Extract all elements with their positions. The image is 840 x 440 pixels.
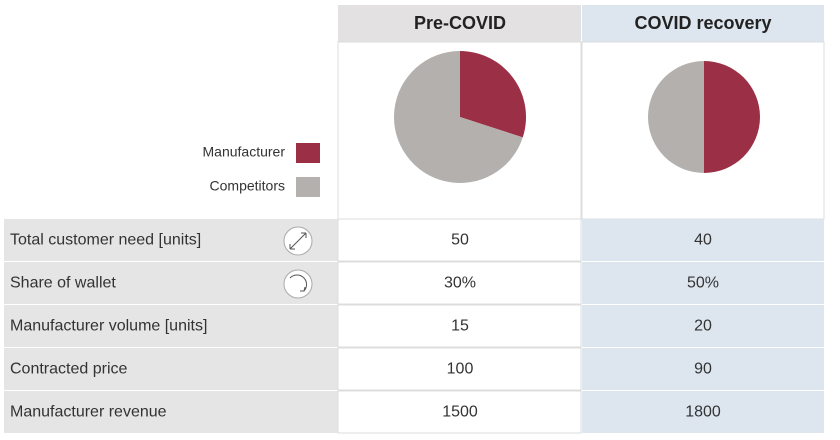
header-cell — [338, 5, 581, 42]
row-value: 20 — [694, 318, 712, 335]
row-value: 50% — [687, 275, 719, 292]
row-cell — [582, 219, 824, 261]
row-label-cell — [4, 348, 338, 390]
row-label-cell — [4, 262, 338, 304]
pie-slice — [648, 61, 704, 173]
legend-label: Manufacturer — [203, 144, 286, 160]
row-label-cell — [4, 305, 338, 347]
row-label: Share of wallet — [10, 275, 116, 292]
row-value: 1500 — [442, 404, 478, 421]
row-value: 90 — [694, 361, 712, 378]
row-cell — [337, 218, 582, 262]
row-cell — [337, 304, 582, 348]
column-title: COVID recovery — [634, 13, 771, 33]
row-cell — [337, 261, 582, 305]
row-cell — [582, 348, 824, 390]
row-value: 40 — [694, 232, 712, 249]
row-cell — [337, 347, 582, 391]
row-label-cell — [4, 219, 338, 261]
row-label: Contracted price — [10, 361, 127, 378]
row-cell — [582, 305, 824, 347]
row-label: Total customer need [units] — [10, 232, 201, 249]
legend-swatch — [296, 177, 320, 197]
row-cell — [337, 390, 582, 434]
row-value: 30% — [444, 275, 476, 292]
row-cell — [582, 391, 824, 433]
icon — [289, 274, 308, 292]
legend-swatch — [296, 143, 320, 163]
icon — [289, 232, 307, 250]
row-value: 1800 — [685, 404, 721, 421]
row-value: 15 — [451, 318, 469, 335]
column-title: Pre-COVID — [414, 13, 506, 33]
row-value: 50 — [451, 232, 469, 249]
row-label: Manufacturer volume [units] — [10, 318, 207, 335]
pie-slice — [460, 51, 526, 138]
header-cell — [582, 5, 824, 42]
icon — [283, 269, 313, 299]
row-label-cell — [4, 391, 338, 433]
row-value: 100 — [447, 361, 474, 378]
pie-slice — [704, 61, 760, 173]
legend-label: Competitors — [210, 178, 285, 194]
row-cell — [582, 262, 824, 304]
pie-slice — [393, 51, 523, 183]
row-label: Manufacturer revenue — [10, 404, 167, 421]
